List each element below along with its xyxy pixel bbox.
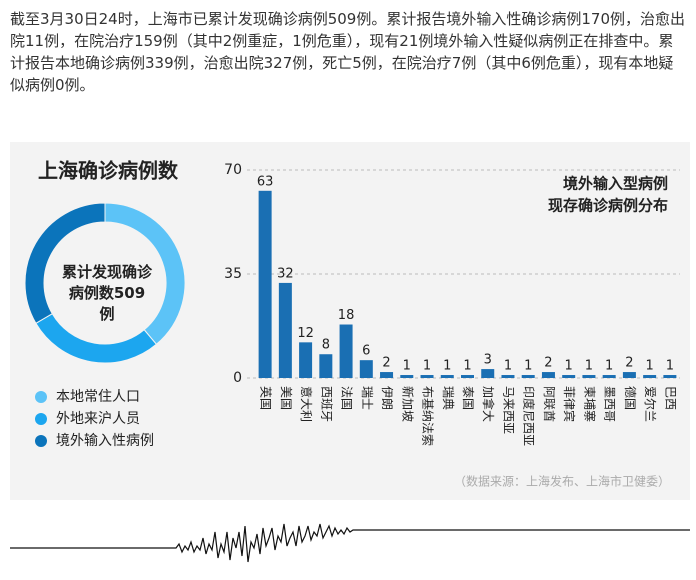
y-tick-label: 0 [233, 370, 242, 386]
bar [602, 375, 616, 378]
bar [663, 375, 677, 378]
x-tick-label: 印度尼西亚 [522, 386, 537, 446]
x-tick-label: 爱尔兰 [643, 386, 658, 422]
data-label: 3 [484, 353, 492, 368]
x-tick-label: 巴西 [663, 386, 677, 410]
legend-label: 外地来沪人员 [56, 411, 140, 427]
x-tick-label: 德国 [623, 386, 638, 410]
x-tick-label: 加拿大 [481, 386, 496, 422]
bar [319, 354, 333, 378]
data-label: 18 [338, 308, 355, 323]
legend-label: 本地常住人口 [56, 389, 140, 405]
data-label: 2 [544, 356, 552, 371]
chart-panel [10, 142, 690, 500]
x-tick-label: 马来西亚 [501, 386, 515, 434]
bar [541, 372, 555, 378]
bar [420, 375, 434, 378]
waveform-decoration [10, 523, 690, 563]
y-tick-label: 35 [224, 266, 242, 282]
y-tick-label: 70 [224, 162, 242, 178]
x-tick-label: 新加坡 [400, 386, 415, 422]
data-label: 1 [504, 359, 512, 374]
data-label: 1 [605, 359, 613, 374]
x-tick-label: 伊朗 [380, 386, 394, 410]
legend-swatch [35, 435, 47, 447]
x-tick-label: 瑞士 [360, 386, 374, 410]
x-tick-label: 柬埔寨 [582, 386, 597, 422]
data-label: 2 [625, 356, 633, 371]
data-label: 1 [585, 359, 593, 374]
data-label: 1 [463, 359, 471, 374]
data-label: 1 [565, 359, 573, 374]
bar [582, 375, 596, 378]
data-label: 6 [362, 344, 370, 359]
x-tick-label: 布基纳法索 [421, 386, 435, 446]
bar [562, 375, 576, 378]
data-label: 1 [443, 359, 451, 374]
x-tick-label: 墨西哥 [603, 386, 617, 422]
x-tick-label: 泰国 [461, 386, 475, 410]
x-tick-label: 西班牙 [319, 386, 333, 422]
data-label: 1 [646, 359, 654, 374]
bar [359, 360, 373, 378]
data-label: 1 [666, 359, 674, 374]
bar [643, 375, 657, 378]
legend-swatch [35, 391, 47, 403]
bar [440, 375, 454, 378]
data-label: 8 [322, 338, 330, 353]
legend-label: 境外输入性病例 [56, 433, 154, 449]
x-tick-label: 阿联酋 [542, 386, 557, 422]
bar [380, 372, 394, 378]
x-tick-label: 法国 [340, 386, 354, 410]
data-label: 1 [403, 359, 411, 374]
legend-swatch [35, 413, 47, 425]
bar [278, 282, 292, 378]
data-label: 32 [277, 266, 294, 281]
chart-title: 现存确诊病例分布 [548, 197, 668, 215]
chart-title: 上海确诊病例数 [38, 159, 179, 183]
donut-center-label: 累计发现确诊病例数509例 [62, 263, 153, 323]
x-tick-label: 瑞典 [441, 386, 455, 410]
data-label: 63 [257, 174, 274, 189]
x-tick-label: 美国 [279, 386, 293, 410]
bar [258, 190, 272, 378]
paragraph: 截至3月30日24时，上海市已累计发现确诊病例509例。累计报告境外输入性确诊病… [10, 10, 685, 94]
bar [501, 375, 515, 378]
bar [461, 375, 474, 378]
data-label: 2 [382, 356, 390, 371]
bar [400, 375, 414, 378]
bar [481, 369, 495, 378]
bar [622, 372, 636, 378]
chart-title: 境外输入型病例 [563, 175, 668, 193]
donut-segment [24, 202, 106, 324]
bar [521, 375, 535, 378]
data-label: 12 [297, 326, 314, 341]
bar [299, 342, 313, 378]
x-tick-label: 菲律宾 [562, 386, 577, 422]
bar [339, 324, 353, 378]
data-label: 1 [423, 359, 431, 374]
x-tick-label: 英国 [259, 386, 273, 410]
source: （数据来源：上海发布、上海市卫健委） [454, 474, 670, 489]
data-label: 1 [524, 359, 532, 374]
x-tick-label: 意大利 [299, 386, 314, 422]
